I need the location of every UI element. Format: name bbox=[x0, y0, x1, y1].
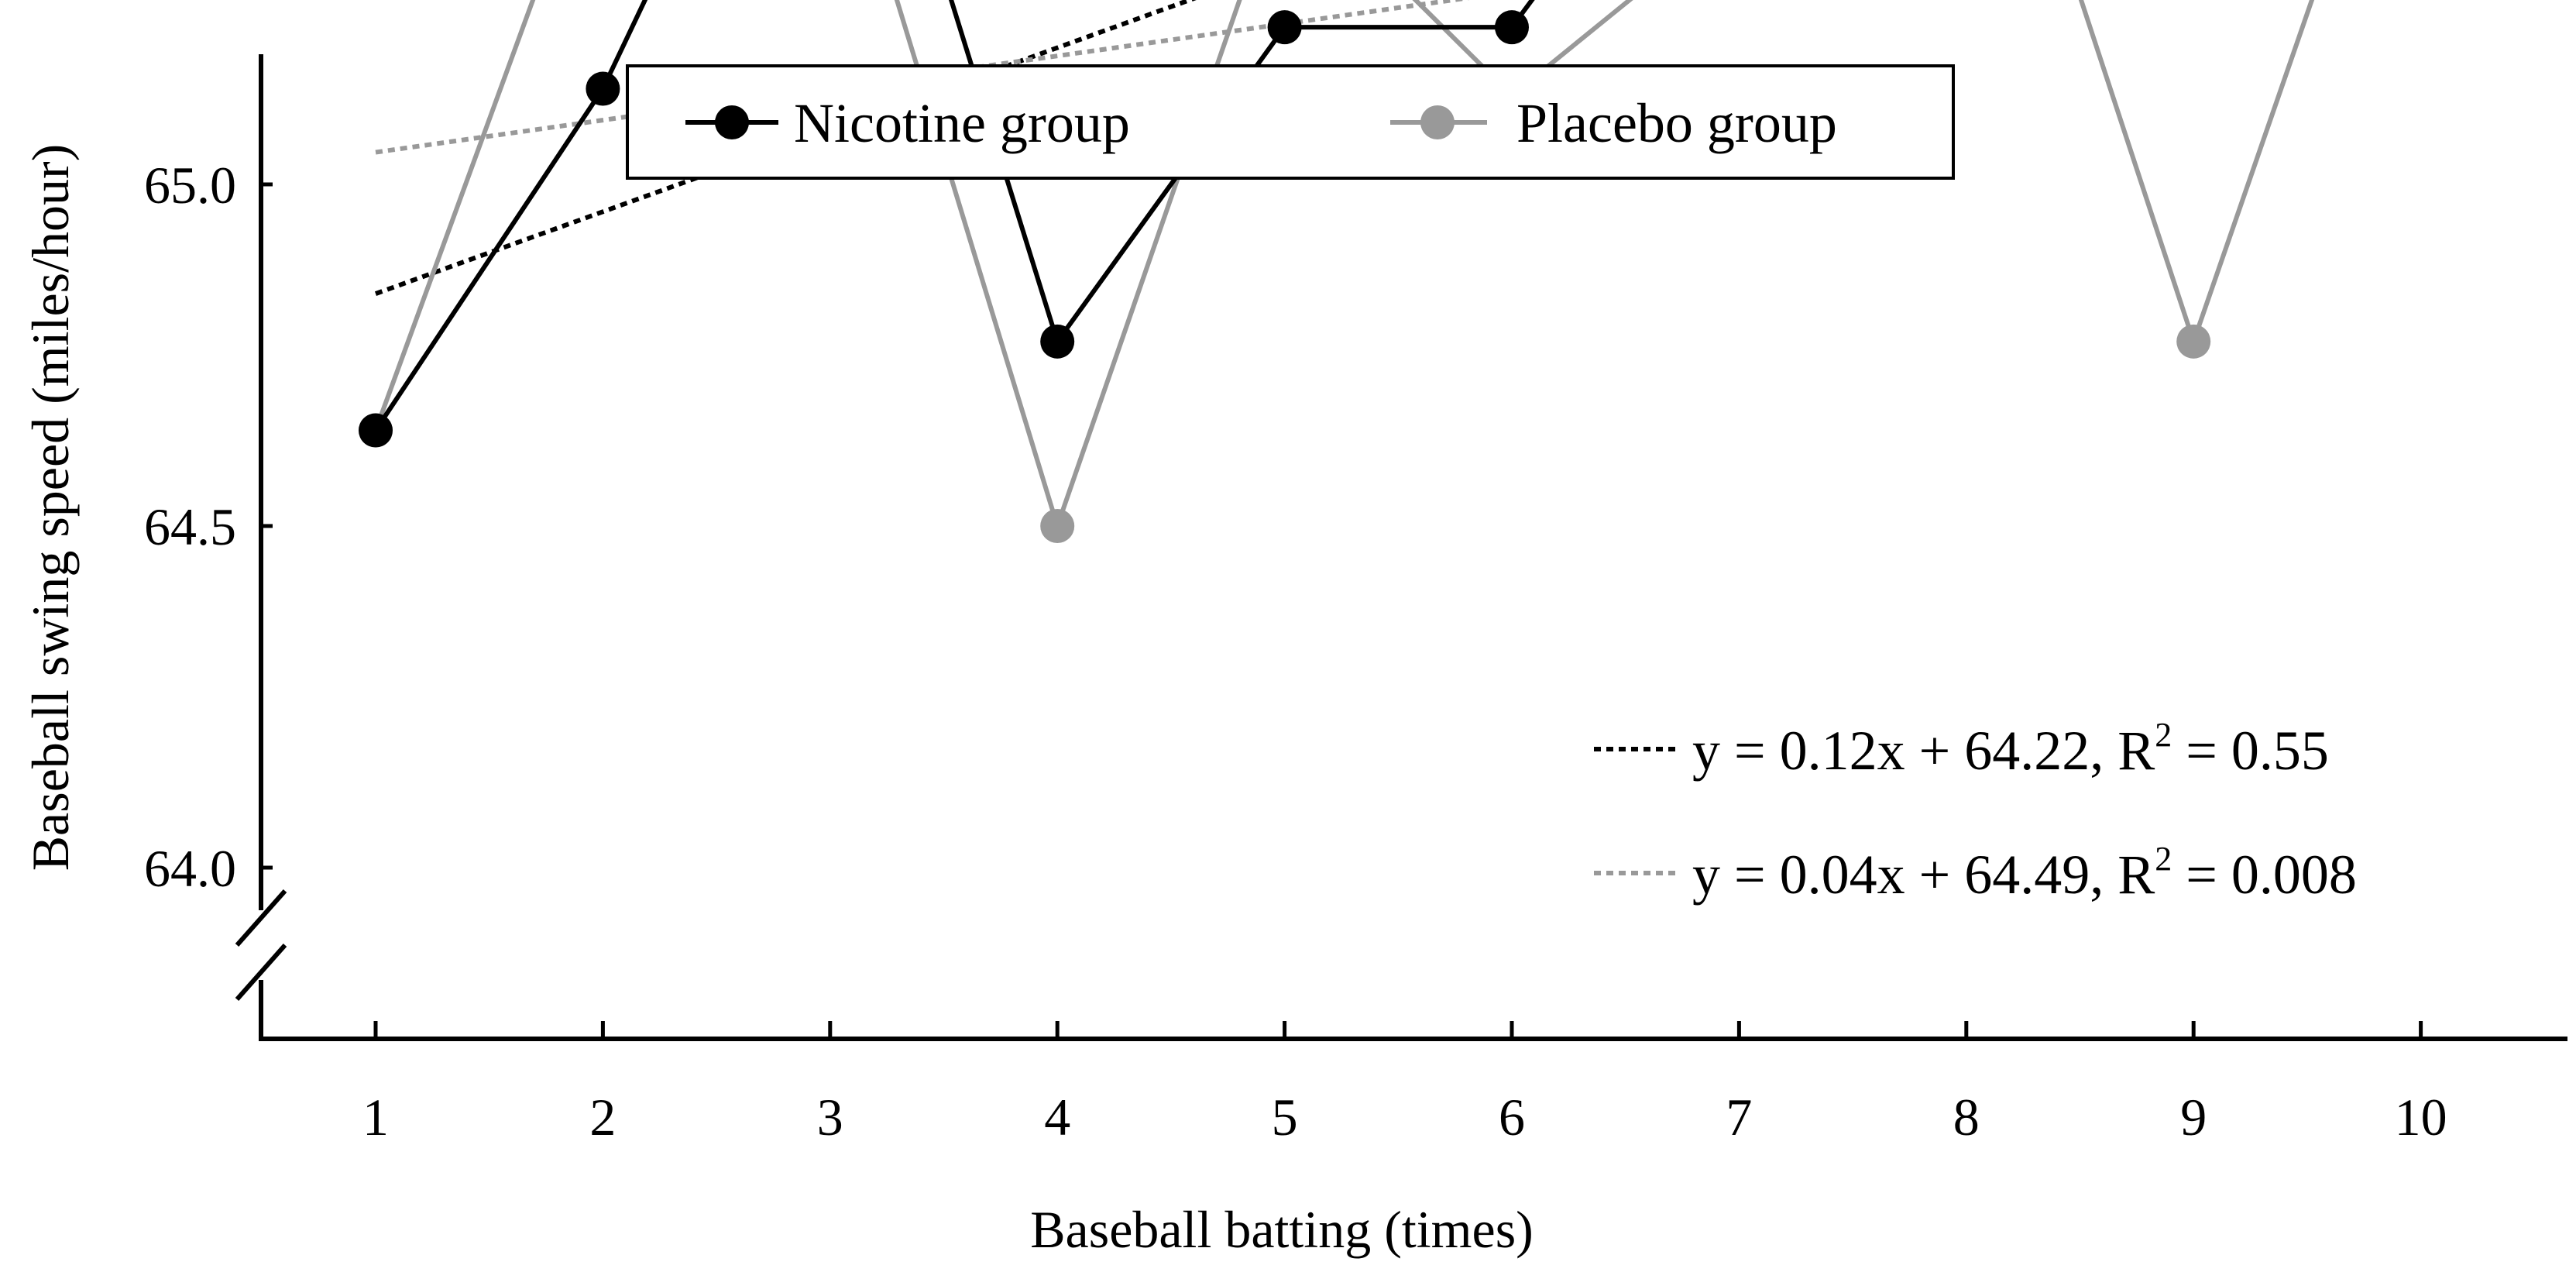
legend: Nicotine group Placebo group bbox=[626, 64, 1955, 180]
x-tick-label: 7 bbox=[1726, 1088, 1752, 1147]
axis-break-marks bbox=[235, 889, 287, 1001]
x-tick-label: 10 bbox=[2395, 1088, 2447, 1147]
legend-swatch-nicotine-marker bbox=[715, 105, 749, 139]
trend-equations: y = 0.12x + 64.22, R2 = 0.55 y = 0.04x +… bbox=[1594, 716, 2357, 906]
x-tick-label: 3 bbox=[817, 1088, 843, 1147]
y-tick-label: 64.5 bbox=[144, 497, 236, 556]
data-point-nicotine bbox=[1495, 10, 1529, 45]
legend-swatch-placebo-marker bbox=[1420, 105, 1455, 139]
x-axis-title: Baseball batting (times) bbox=[1030, 1200, 1534, 1259]
eq-placebo-main: y = 0.04x + 64.49, R bbox=[1692, 844, 2155, 906]
x-tick-label: 4 bbox=[1044, 1088, 1070, 1147]
legend-label-nicotine: Nicotine group bbox=[794, 92, 1130, 154]
legend-label-placebo: Placebo group bbox=[1516, 92, 1837, 154]
trendlines-layer bbox=[374, 0, 1470, 296]
x-tick-label: 9 bbox=[2180, 1088, 2207, 1147]
legend-box bbox=[626, 64, 1955, 180]
data-point-nicotine bbox=[1040, 324, 1075, 359]
eq-nicotine: y = 0.12x + 64.22, R2 = 0.55 bbox=[1692, 716, 2329, 782]
eq-placebo-tail: = 0.008 bbox=[2172, 844, 2357, 906]
y-axis-title: Baseball swing speed (miles/hour) bbox=[21, 144, 80, 872]
eq-placebo-sup: 2 bbox=[2155, 840, 2172, 878]
data-point-placebo bbox=[2176, 324, 2211, 359]
data-point-nicotine bbox=[586, 71, 620, 106]
series-line-nicotine bbox=[373, 0, 1535, 432]
data-point-placebo bbox=[1040, 509, 1075, 543]
x-tick-label: 5 bbox=[1272, 1088, 1298, 1147]
eq-nicotine-main: y = 0.12x + 64.22, R bbox=[1692, 720, 2155, 782]
data-point-nicotine bbox=[1267, 10, 1302, 45]
y-tick-label: 64.0 bbox=[144, 839, 236, 898]
x-tick-label: 1 bbox=[362, 1088, 389, 1147]
eq-placebo: y = 0.04x + 64.49, R2 = 0.008 bbox=[1692, 840, 2357, 906]
data-point-nicotine bbox=[359, 413, 393, 448]
x-tick-label: 8 bbox=[1953, 1088, 1980, 1147]
y-tick-label: 65.0 bbox=[144, 156, 236, 215]
trendline-placebo bbox=[375, 0, 1470, 155]
x-tick-label: 2 bbox=[589, 1088, 616, 1147]
x-tick-label: 6 bbox=[1499, 1088, 1525, 1147]
eq-nicotine-sup: 2 bbox=[2155, 716, 2172, 754]
eq-nicotine-tail: = 0.55 bbox=[2172, 720, 2329, 782]
